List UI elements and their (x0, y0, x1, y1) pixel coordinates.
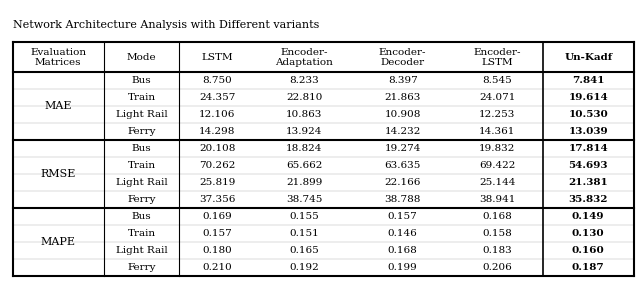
Text: 0.199: 0.199 (388, 263, 417, 272)
Text: 0.155: 0.155 (289, 212, 319, 221)
Text: 22.810: 22.810 (286, 93, 323, 102)
Text: 37.356: 37.356 (199, 195, 236, 204)
Text: 14.298: 14.298 (199, 127, 236, 136)
Text: Ferry: Ferry (127, 195, 156, 204)
Text: MAPE: MAPE (41, 237, 76, 247)
Text: 8.397: 8.397 (388, 76, 417, 85)
Text: 0.169: 0.169 (202, 212, 232, 221)
Text: 0.210: 0.210 (202, 263, 232, 272)
Text: Train: Train (127, 93, 156, 102)
Text: 21.863: 21.863 (385, 93, 421, 102)
Text: 0.168: 0.168 (388, 246, 417, 255)
Text: 0.165: 0.165 (289, 246, 319, 255)
Text: 21.899: 21.899 (286, 178, 323, 187)
Text: 24.357: 24.357 (199, 93, 236, 102)
Text: LSTM: LSTM (202, 53, 233, 62)
Text: 19.274: 19.274 (385, 144, 421, 153)
Text: 12.253: 12.253 (479, 110, 515, 119)
Text: Bus: Bus (132, 212, 151, 221)
Text: 8.545: 8.545 (483, 76, 512, 85)
Text: 13.924: 13.924 (286, 127, 323, 136)
Text: 38.941: 38.941 (479, 195, 515, 204)
Text: 0.180: 0.180 (202, 246, 232, 255)
Text: RMSE: RMSE (40, 169, 76, 179)
Text: 21.381: 21.381 (568, 178, 608, 187)
Text: 8.750: 8.750 (202, 76, 232, 85)
Text: Encoder-
Decoder: Encoder- Decoder (379, 48, 426, 67)
Text: 0.151: 0.151 (289, 229, 319, 238)
Text: 0.187: 0.187 (572, 263, 605, 272)
Text: 0.206: 0.206 (483, 263, 512, 272)
Text: 38.788: 38.788 (385, 195, 421, 204)
Text: 63.635: 63.635 (385, 161, 421, 170)
Text: 13.039: 13.039 (568, 127, 608, 136)
Text: 10.530: 10.530 (568, 110, 608, 119)
Text: 25.144: 25.144 (479, 178, 515, 187)
Text: 0.168: 0.168 (483, 212, 512, 221)
Text: 38.745: 38.745 (286, 195, 323, 204)
Text: Encoder-
Adaptation: Encoder- Adaptation (275, 48, 333, 67)
Text: Evaluation
Matrices: Evaluation Matrices (30, 48, 86, 67)
Text: Train: Train (127, 229, 156, 238)
Text: 14.232: 14.232 (385, 127, 421, 136)
Text: MAE: MAE (44, 101, 72, 111)
Text: Ferry: Ferry (127, 127, 156, 136)
Text: Bus: Bus (132, 76, 151, 85)
Text: Network Architecture Analysis with Different variants: Network Architecture Analysis with Diffe… (13, 20, 319, 30)
Text: 8.233: 8.233 (289, 76, 319, 85)
Text: 0.130: 0.130 (572, 229, 605, 238)
Text: 65.662: 65.662 (286, 161, 323, 170)
Text: Encoder-
LSTM: Encoder- LSTM (474, 48, 521, 67)
Text: Light Rail: Light Rail (116, 178, 168, 187)
Text: 19.832: 19.832 (479, 144, 515, 153)
Text: 18.824: 18.824 (286, 144, 323, 153)
Text: 0.192: 0.192 (289, 263, 319, 272)
Text: Un-Kadf: Un-Kadf (564, 53, 612, 62)
Text: Bus: Bus (132, 144, 151, 153)
Text: 70.262: 70.262 (199, 161, 236, 170)
Text: 24.071: 24.071 (479, 93, 515, 102)
Text: 0.160: 0.160 (572, 246, 605, 255)
Text: 25.819: 25.819 (199, 178, 236, 187)
Text: 10.908: 10.908 (385, 110, 421, 119)
Text: 0.158: 0.158 (483, 229, 512, 238)
Text: 0.157: 0.157 (202, 229, 232, 238)
Text: 69.422: 69.422 (479, 161, 515, 170)
Text: 0.146: 0.146 (388, 229, 417, 238)
Text: Light Rail: Light Rail (116, 246, 168, 255)
Text: Light Rail: Light Rail (116, 110, 168, 119)
Text: 22.166: 22.166 (385, 178, 421, 187)
Text: 7.841: 7.841 (572, 76, 604, 85)
Text: 20.108: 20.108 (199, 144, 236, 153)
Text: 0.183: 0.183 (483, 246, 512, 255)
Text: 14.361: 14.361 (479, 127, 515, 136)
Text: Train: Train (127, 161, 156, 170)
Text: 19.614: 19.614 (568, 93, 608, 102)
Text: 10.863: 10.863 (286, 110, 323, 119)
Text: 12.106: 12.106 (199, 110, 236, 119)
Text: 0.149: 0.149 (572, 212, 604, 221)
Text: 0.157: 0.157 (388, 212, 417, 221)
Text: Mode: Mode (127, 53, 156, 62)
Text: 17.814: 17.814 (568, 144, 608, 153)
Text: Ferry: Ferry (127, 263, 156, 272)
Text: 54.693: 54.693 (568, 161, 608, 170)
Text: 35.832: 35.832 (568, 195, 608, 204)
